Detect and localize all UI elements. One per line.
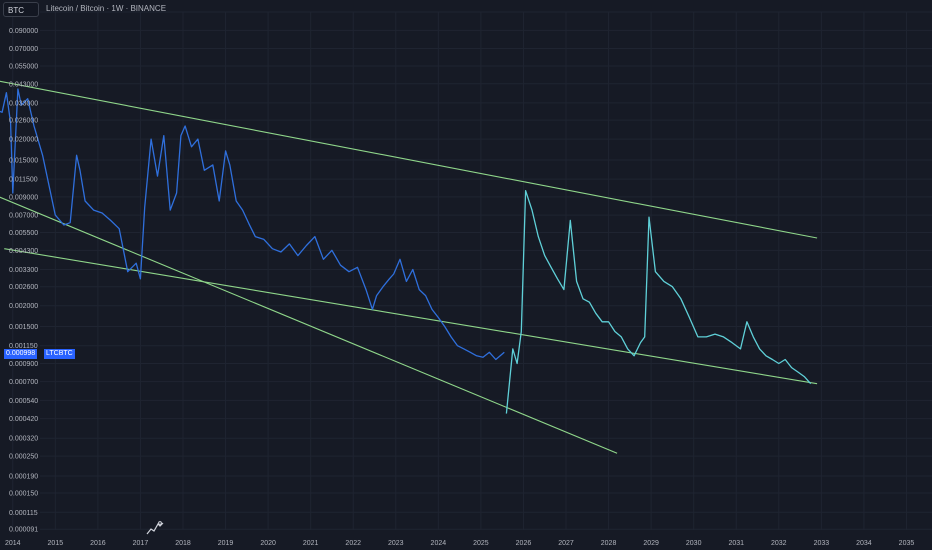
y-tick-label: 0.002600 [9, 284, 38, 291]
y-tick-label: 0.001150 [9, 343, 38, 350]
x-tick-label: 2023 [388, 540, 404, 547]
series-line-ltcbtc[interactable] [0, 88, 505, 361]
y-tick-label: 0.007000 [9, 213, 38, 220]
y-tick-label: 0.000150 [9, 491, 38, 498]
x-tick-label: 2032 [771, 540, 787, 547]
x-tick-label: 2017 [133, 540, 149, 547]
y-tick-label: 0.090000 [9, 28, 38, 35]
x-tick-label: 2014 [5, 540, 21, 547]
symbol-search-button[interactable]: BTC [3, 2, 39, 17]
x-tick-label: 2022 [345, 540, 361, 547]
y-tick-label: 0.011500 [9, 177, 38, 184]
x-tick-label: 2019 [218, 540, 234, 547]
last-price-badge: 0.000998 [4, 349, 38, 359]
x-tick-label: 2021 [303, 540, 319, 547]
y-tick-label: 0.000900 [9, 361, 38, 368]
x-tick-label: 2031 [728, 540, 744, 547]
x-tick-label: 2033 [814, 540, 830, 547]
trendline[interactable] [0, 176, 618, 454]
y-tick-label: 0.002000 [9, 303, 38, 310]
y-tick-label: 0.020000 [9, 137, 38, 144]
y-tick-label: 0.070000 [9, 46, 38, 53]
x-tick-label: 2015 [48, 540, 64, 547]
y-tick-label: 0.000190 [9, 473, 38, 480]
y-tick-label: 0.000091 [9, 527, 38, 534]
x-tick-label: 2029 [643, 540, 659, 547]
y-tick-label: 0.004300 [9, 248, 38, 255]
x-tick-label: 2026 [516, 540, 532, 547]
chart-title: Litecoin / Bitcoin · 1W · BINANCE [46, 4, 167, 13]
x-tick-label: 2016 [90, 540, 106, 547]
x-tick-label: 2035 [899, 540, 915, 547]
x-tick-label: 2020 [260, 540, 276, 547]
x-tick-label: 2027 [558, 540, 574, 547]
series-line-projection[interactable] [505, 190, 812, 414]
y-tick-label: 0.001500 [9, 324, 38, 331]
x-tick-label: 2024 [431, 540, 447, 547]
y-axis[interactable]: 0.1160000.0900000.0700000.0550000.043000… [9, 10, 38, 534]
y-tick-label: 0.015000 [9, 157, 38, 164]
x-tick-label: 2034 [856, 540, 872, 547]
y-tick-label: 0.005500 [9, 230, 38, 237]
grid [12, 11, 932, 530]
trendline[interactable] [0, 80, 818, 239]
y-tick-label: 0.000115 [9, 510, 38, 517]
trendline[interactable] [4, 248, 818, 385]
y-tick-label: 0.000250 [9, 454, 38, 461]
y-tick-label: 0.033000 [9, 100, 38, 107]
y-tick-label: 0.009000 [9, 194, 38, 201]
y-tick-label: 0.043000 [9, 81, 38, 88]
x-axis[interactable]: 2014 2015 2016 2017 2018 2019 2020 2021 2022 2023… [5, 540, 914, 547]
y-tick-label: 0.000420 [9, 416, 38, 423]
y-tick-label: 0.000320 [9, 436, 38, 443]
price-series [0, 88, 812, 414]
x-tick-label: 2030 [686, 540, 702, 547]
y-tick-label: 0.000540 [9, 398, 38, 405]
x-tick-label: 2018 [175, 540, 191, 547]
y-tick-label: 0.026000 [9, 118, 38, 125]
y-tick-label: 0.003300 [9, 267, 38, 274]
y-tick-label: 0.000700 [9, 379, 38, 386]
trendlines [0, 80, 818, 454]
y-tick-label: 0.055000 [9, 63, 38, 70]
x-tick-label: 2025 [473, 540, 489, 547]
x-tick-label: 2028 [601, 540, 617, 547]
series-label-badge: LTCBTC [44, 349, 75, 359]
tradingview-logo-icon [146, 521, 164, 535]
